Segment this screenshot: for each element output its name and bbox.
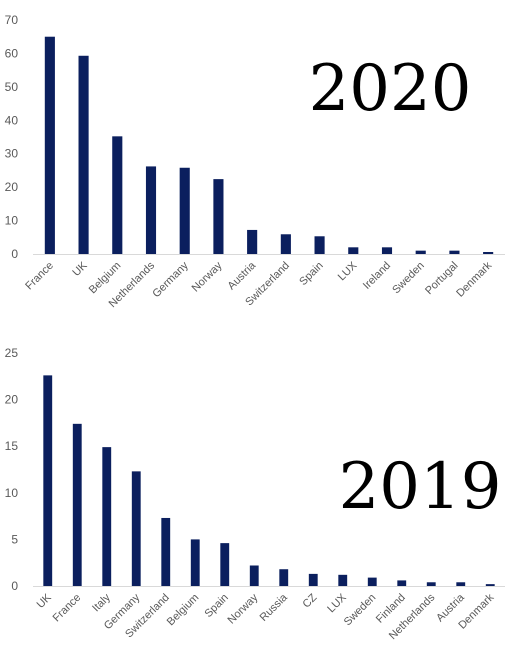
chart-2019-ytick-label: 15 <box>5 439 19 453</box>
chart-2020-category-label: Spain <box>297 260 325 288</box>
chart-2019-category-label: France <box>51 592 84 625</box>
chart-2020-ytick-label: 60 <box>5 46 19 60</box>
chart-2020-category-label: UK <box>70 259 90 279</box>
chart-2019-category-label: Belgium <box>165 592 202 629</box>
chart-2019-ytick-label: 25 <box>5 346 19 360</box>
chart-2020-bar <box>348 247 359 254</box>
chart-2019-ytick-label: 5 <box>11 532 18 546</box>
chart-2020-bar <box>213 179 224 254</box>
chart-2019-bar <box>249 565 259 586</box>
chart-2020-ytick-label: 0 <box>11 247 18 261</box>
chart-2019-bar <box>308 573 318 586</box>
chart-2019-bar <box>161 517 171 586</box>
chart-2019-bar <box>279 569 289 586</box>
chart-2019-ytick-label: 20 <box>5 393 19 407</box>
chart-2019-category-label: CZ <box>301 591 320 610</box>
chart-2020-bar <box>145 166 157 254</box>
chart-2020-ytick-label: 10 <box>5 214 19 228</box>
chart-2020-title: 2020 <box>309 52 472 126</box>
chart-2019-category-label: Italy <box>90 591 113 614</box>
chart-2019-ytick-label: 10 <box>5 486 19 500</box>
chart-2020-category-label: LUX <box>336 259 360 283</box>
chart-2019-ytick-label: 0 <box>11 579 18 593</box>
chart-2020-bar <box>415 250 426 254</box>
chart-2019-bar <box>190 539 200 586</box>
chart-2020-bar <box>78 55 89 254</box>
chart-2020-category-label: Austria <box>226 259 259 292</box>
chart-2020-category-label: Norway <box>190 259 225 294</box>
chart-2020-category-label: France <box>23 260 56 293</box>
chart-2019-bar <box>367 577 377 586</box>
chart-2020-category-label: Sweden <box>390 260 427 297</box>
chart-2019-category-label: LUX <box>325 591 349 615</box>
chart-2020-category-label: Ireland <box>361 260 393 292</box>
chart-2020-ytick-label: 50 <box>5 80 19 94</box>
chart-2020-bar <box>381 247 393 254</box>
chart-2020-ytick-label: 20 <box>5 180 19 194</box>
chart-2020-bar <box>247 229 258 254</box>
chart-2019-category-label: Norway <box>226 591 261 626</box>
chart-2019-bar <box>456 582 466 586</box>
chart-2019-bar <box>131 471 141 586</box>
chart-2019-title: 2019 <box>339 450 502 524</box>
chart-2020-bar <box>314 236 325 254</box>
chart-2019-bar <box>102 447 112 586</box>
chart-2019-bar <box>43 375 53 586</box>
chart-2020-ytick-label: 70 <box>5 13 19 27</box>
chart-2020-ytick-label: 30 <box>5 147 19 161</box>
chart-2019-bar <box>426 582 436 586</box>
chart-2019-category-label: Russia <box>258 591 291 624</box>
chart-2019-category-label: UK <box>35 591 55 611</box>
chart-2020-bar <box>280 234 291 254</box>
chart-2020-bar <box>179 167 190 254</box>
chart-2019-bar <box>397 580 407 586</box>
chart-2019-bar <box>72 423 82 586</box>
chart-2020-ytick-label: 40 <box>5 113 19 127</box>
chart-2020-category-label: Denmark <box>454 259 494 299</box>
chart-2020-bar <box>44 36 55 254</box>
chart-2019-bar <box>338 574 348 586</box>
chart-2019-category-label: Sweden <box>342 592 379 629</box>
chart-2019-bar <box>485 584 495 586</box>
chart-2020-category-label: Germany <box>150 259 191 300</box>
chart-2020-bar <box>449 250 460 254</box>
chart-2020-bar <box>483 251 494 254</box>
chart-2020-bar <box>112 136 123 254</box>
chart-2019-bar <box>220 543 230 586</box>
